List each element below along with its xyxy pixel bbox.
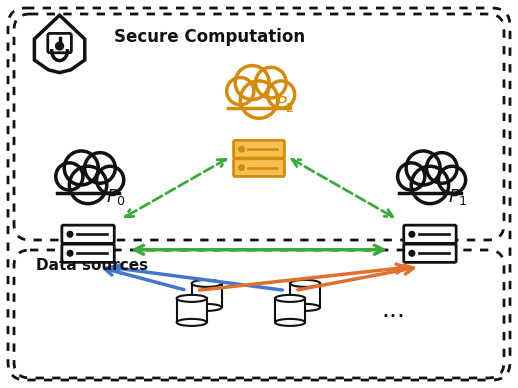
- FancyBboxPatch shape: [290, 283, 320, 307]
- Circle shape: [64, 151, 98, 185]
- FancyBboxPatch shape: [51, 194, 125, 210]
- FancyBboxPatch shape: [234, 140, 284, 158]
- Circle shape: [411, 166, 449, 204]
- Circle shape: [438, 166, 466, 194]
- FancyBboxPatch shape: [48, 33, 71, 53]
- FancyBboxPatch shape: [404, 225, 456, 243]
- Ellipse shape: [177, 295, 207, 302]
- Text: $P_1$: $P_1$: [448, 187, 468, 207]
- Text: $P_0$: $P_0$: [106, 187, 126, 207]
- Circle shape: [56, 163, 83, 190]
- Ellipse shape: [192, 280, 222, 287]
- FancyBboxPatch shape: [222, 108, 296, 125]
- FancyBboxPatch shape: [275, 298, 305, 322]
- Circle shape: [227, 78, 254, 105]
- Text: $P_2$: $P_2$: [275, 94, 295, 114]
- FancyBboxPatch shape: [177, 298, 207, 322]
- Circle shape: [239, 165, 244, 170]
- Ellipse shape: [192, 304, 222, 311]
- Ellipse shape: [177, 319, 207, 326]
- FancyBboxPatch shape: [62, 225, 114, 243]
- Circle shape: [409, 250, 415, 256]
- FancyBboxPatch shape: [234, 159, 284, 177]
- Polygon shape: [34, 15, 85, 73]
- Text: Data sources: Data sources: [36, 258, 148, 273]
- Ellipse shape: [290, 280, 320, 287]
- Circle shape: [69, 166, 107, 204]
- Circle shape: [67, 250, 73, 256]
- Circle shape: [409, 231, 415, 237]
- Ellipse shape: [275, 295, 305, 302]
- Text: Secure Computation: Secure Computation: [114, 28, 305, 46]
- Circle shape: [240, 81, 278, 118]
- Circle shape: [239, 146, 244, 152]
- FancyBboxPatch shape: [192, 283, 222, 307]
- Circle shape: [255, 67, 286, 98]
- Circle shape: [84, 152, 116, 183]
- Ellipse shape: [290, 304, 320, 311]
- Circle shape: [55, 42, 64, 50]
- Circle shape: [67, 231, 73, 237]
- FancyBboxPatch shape: [62, 244, 114, 262]
- Circle shape: [235, 66, 269, 100]
- Text: ...: ...: [382, 298, 406, 322]
- Ellipse shape: [275, 319, 305, 326]
- Circle shape: [398, 163, 425, 190]
- FancyBboxPatch shape: [393, 194, 467, 210]
- Circle shape: [96, 166, 124, 194]
- Circle shape: [406, 151, 440, 185]
- Circle shape: [267, 81, 295, 108]
- FancyBboxPatch shape: [404, 244, 456, 262]
- Circle shape: [426, 152, 457, 183]
